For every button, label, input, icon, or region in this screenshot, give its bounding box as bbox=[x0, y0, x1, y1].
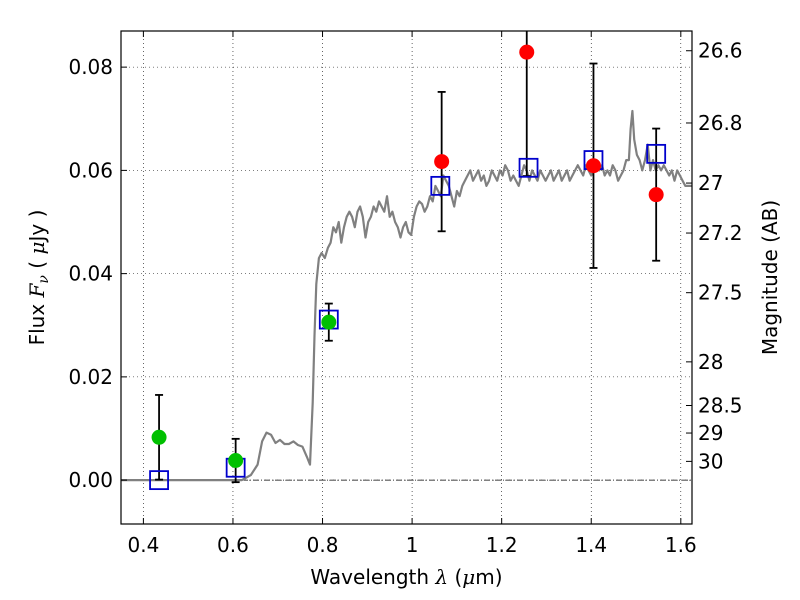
magnitude-tick-label: 27.5 bbox=[698, 281, 743, 305]
plot-frame bbox=[120, 30, 693, 525]
observed-circle-marker bbox=[228, 453, 244, 469]
x-axis-label-open: ( bbox=[448, 565, 462, 589]
nu-subscript: ν bbox=[36, 275, 52, 284]
observed-circle-marker bbox=[519, 44, 535, 60]
errorbar-layer bbox=[155, 31, 661, 484]
model-square-marker bbox=[518, 157, 539, 178]
model-square-marker bbox=[149, 470, 169, 491]
tick-label-layer: 0.4 0.6 0.8 1 1.2 1.4 1.6 0.00 0.02 0.04 0.06 0.08 2… bbox=[68, 39, 742, 557]
observed-circle-marker bbox=[151, 429, 167, 445]
x-tick-label: 0.4 bbox=[127, 533, 159, 557]
observed-circle-marker bbox=[434, 154, 450, 170]
flux-symbol: F bbox=[25, 282, 49, 298]
x-axis-label-prefix: Wavelength bbox=[310, 565, 435, 589]
magnitude-tick-label: 27 bbox=[698, 171, 723, 195]
observed-circle-layer bbox=[151, 44, 664, 469]
model-square-layer bbox=[149, 143, 667, 491]
lambda-symbol: λ bbox=[434, 565, 448, 589]
x-axis-label-unit: m) bbox=[475, 565, 502, 589]
magnitude-axis-label: Magnitude (AB) bbox=[758, 200, 782, 355]
magnitude-tick-label: 30 bbox=[698, 449, 723, 473]
observed-circle-marker bbox=[585, 158, 601, 174]
x-tick-label: 1 bbox=[406, 533, 419, 557]
tick-layer bbox=[121, 31, 692, 524]
magnitude-tick-label: 26.6 bbox=[698, 39, 743, 63]
magnitude-tick-label: 28 bbox=[698, 350, 723, 374]
y-tick-label: 0.02 bbox=[68, 365, 113, 389]
model-square-marker bbox=[646, 143, 667, 164]
x-tick-label: 1.6 bbox=[665, 533, 697, 557]
x-tick-label: 1.4 bbox=[575, 533, 607, 557]
y-axis-label: Flux Fν ( μJy ) bbox=[25, 210, 52, 346]
y-axis-label-open: ( bbox=[25, 255, 49, 276]
y-tick-label: 0.04 bbox=[68, 262, 113, 286]
magnitude-tick-label: 26.8 bbox=[698, 111, 743, 135]
mu-symbol: μ bbox=[462, 565, 475, 589]
grid-layer bbox=[121, 31, 692, 524]
x-axis-label: Wavelength λ (μm) bbox=[310, 565, 502, 589]
y-axis-label-prefix: Flux bbox=[25, 297, 49, 345]
spectrum-layer bbox=[121, 109, 692, 482]
x-tick-label: 0.8 bbox=[307, 533, 339, 557]
magnitude-tick-label: 27.2 bbox=[698, 221, 743, 245]
spectrum-line bbox=[121, 109, 692, 482]
model-square-marker bbox=[430, 175, 451, 196]
magnitude-tick-label: 28.5 bbox=[698, 394, 743, 418]
observed-circle-marker bbox=[321, 314, 337, 330]
y-tick-label: 0.00 bbox=[68, 468, 113, 492]
x-tick-label: 1.2 bbox=[486, 533, 518, 557]
y-tick-label: 0.08 bbox=[68, 55, 113, 79]
y-axis-label-unit: Jy ) bbox=[25, 210, 49, 244]
x-tick-label: 0.6 bbox=[217, 533, 249, 557]
y-tick-label: 0.06 bbox=[68, 158, 113, 182]
mu-symbol-y: μ bbox=[25, 242, 49, 255]
observed-circle-marker bbox=[648, 187, 664, 203]
magnitude-tick-label: 29 bbox=[698, 421, 723, 445]
